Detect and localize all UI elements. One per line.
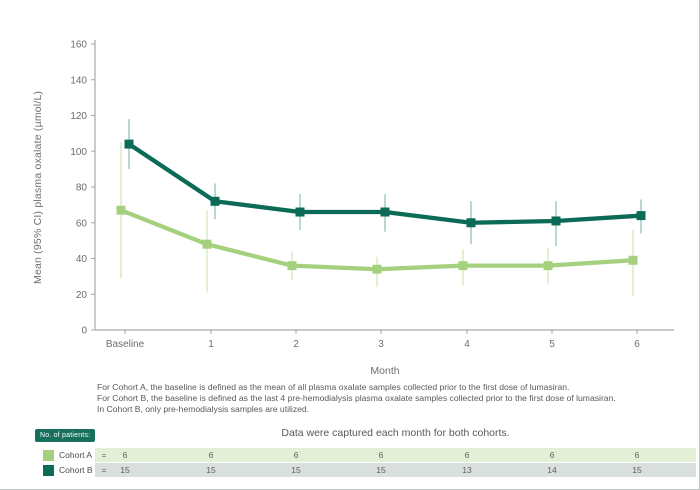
data-point	[551, 216, 561, 226]
data-point	[372, 264, 382, 274]
chart-canvas: 0 20 40 60 80 100 120 140 160 Baseline 1 2 3 4 5 6	[70, 40, 674, 350]
patient-count: 6	[549, 450, 555, 460]
equals-sign: =	[101, 465, 107, 475]
y-tick-label: 40	[76, 254, 88, 265]
x-tick-label: 2	[293, 339, 299, 350]
data-point	[287, 261, 297, 271]
y-tick-label: 60	[76, 218, 88, 229]
footnote-line: For Cohort B, the baseline is defined as…	[97, 393, 616, 404]
x-tick-label: 5	[549, 339, 555, 350]
patient-count: 15	[291, 465, 301, 475]
patient-count: 15	[632, 465, 642, 475]
data-point	[466, 218, 476, 228]
cohort-a-label: Cohort A	[59, 450, 93, 460]
cohort-b-swatch-icon	[43, 464, 54, 476]
cohort-b-label: Cohort B	[59, 465, 93, 475]
x-axis-title: Month	[370, 365, 400, 377]
legend-cohort-a: Cohort A	[43, 449, 92, 461]
patient-count: 6	[634, 450, 640, 460]
patients-row-cohort-a: = 6 6 6 6 6 6 6	[95, 448, 696, 462]
y-tick-label: 120	[70, 111, 87, 122]
y-axis-title: Mean (95% CI) plasma oxalate (µmol/L)	[32, 90, 44, 284]
patients-badge: No. of patients:	[35, 429, 96, 442]
x-tick-label: 1	[208, 339, 214, 350]
patient-count: 15	[206, 465, 216, 475]
y-tick-label: 80	[76, 183, 88, 194]
data-point	[636, 211, 646, 221]
y-tick-label: 160	[70, 40, 87, 51]
data-point	[458, 261, 468, 271]
patient-count: 14	[547, 465, 557, 475]
patient-count: 15	[376, 465, 386, 475]
patient-count: 6	[378, 450, 384, 460]
data-point	[543, 261, 553, 271]
patient-count: 6	[208, 450, 214, 460]
y-tick-label: 0	[81, 326, 87, 337]
y-tick-label: 100	[70, 147, 87, 158]
y-tick-label: 20	[76, 290, 88, 301]
data-point	[202, 239, 212, 249]
data-point	[628, 255, 638, 265]
patient-count: 6	[293, 450, 299, 460]
data-point	[210, 196, 220, 206]
data-point	[380, 207, 390, 217]
data-point	[124, 139, 134, 149]
footnote-line: For Cohort A, the baseline is defined as…	[97, 382, 570, 392]
patient-count: 6	[464, 450, 470, 460]
patient-count: 6	[122, 450, 128, 460]
legend-cohort-b: Cohort B	[43, 464, 93, 476]
x-tick-label: 6	[634, 339, 640, 350]
x-tick-label: Baseline	[106, 339, 145, 350]
patient-count: 13	[462, 465, 472, 475]
footnotes: For Cohort A, the baseline is defined as…	[97, 382, 687, 416]
cohort-a-swatch-icon	[43, 449, 54, 461]
x-tick-label: 3	[378, 339, 384, 350]
data-point	[116, 205, 126, 215]
x-tick-label: 4	[464, 339, 470, 350]
patient-count: 15	[120, 465, 130, 475]
equals-sign: =	[101, 450, 107, 460]
plasma-oxalate-chart: 0 20 40 60 80 100 120 140 160 Baseline 1 2 3 4 5 6	[70, 40, 674, 350]
patients-row-cohort-b: = 15 15 15 15 13 14 15	[95, 463, 696, 477]
footnote-line: In Cohort B, only pre-hemodialysis sampl…	[97, 404, 310, 415]
data-point	[295, 207, 305, 217]
y-tick-label: 140	[70, 75, 87, 86]
capture-note: Data were captured each month for both c…	[281, 427, 510, 439]
